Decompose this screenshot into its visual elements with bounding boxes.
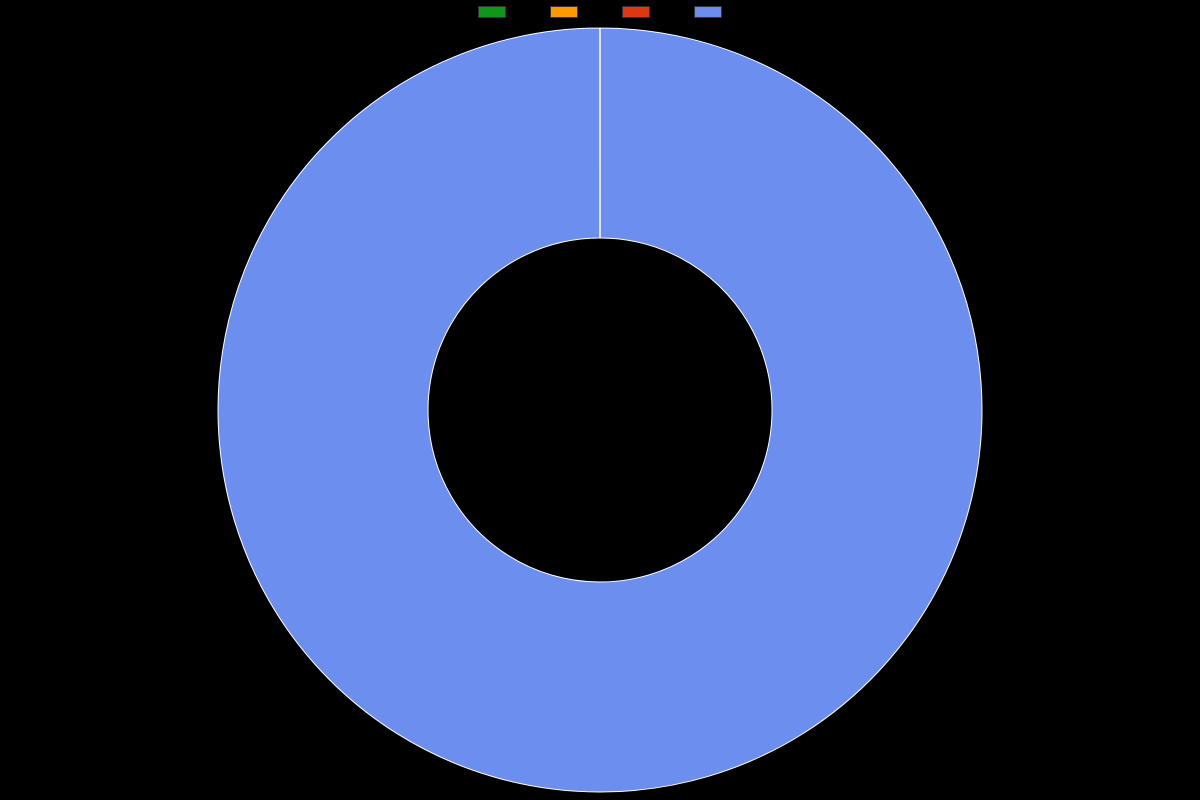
chart-stage — [0, 0, 1200, 800]
donut-chart — [0, 0, 1200, 800]
